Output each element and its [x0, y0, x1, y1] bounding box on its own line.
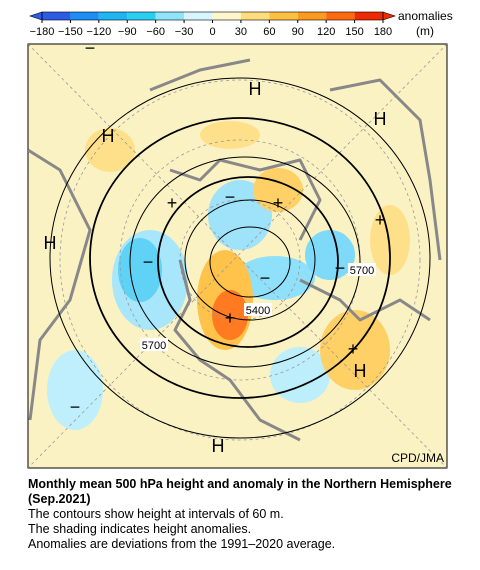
- map: 5700 5400 5700 H H H H H H + + + + + − −…: [27, 38, 448, 469]
- contour-label: 5700: [350, 265, 374, 277]
- anomaly-shading: [47, 121, 410, 430]
- minus-symbol: −: [225, 187, 236, 207]
- plus-symbol: +: [225, 308, 236, 328]
- colorbar-unit: (m): [416, 24, 434, 38]
- minus-symbol: −: [143, 252, 154, 272]
- colorbar-tick-label: 60: [263, 26, 275, 38]
- colorbar-tick-label: −180: [30, 26, 55, 38]
- colorbar-label: anomalies: [398, 9, 453, 23]
- contour-label: 5400: [246, 305, 270, 317]
- colorbar-tick-label: 0: [209, 26, 215, 38]
- colorbar-tick-label: −90: [118, 26, 137, 38]
- colorbar-arrow-low: [29, 11, 43, 21]
- credit: CPD/JMA: [391, 451, 444, 465]
- colorbar-bin: [354, 12, 383, 20]
- contour-labels: 5700 5400 5700: [140, 263, 376, 352]
- high-symbol: H: [249, 79, 262, 99]
- minus-symbol: −: [85, 38, 96, 58]
- colorbar-bin: [42, 12, 71, 20]
- colorbar-bin: [212, 12, 241, 20]
- colorbar-tick-label: 120: [317, 26, 335, 38]
- plus-symbol: +: [375, 210, 386, 230]
- high-symbol: H: [44, 233, 57, 253]
- colorbar-bin: [326, 12, 355, 20]
- colorbar-bin: [269, 12, 298, 20]
- plus-symbol: +: [273, 193, 284, 213]
- colorbar-tick-label: 30: [235, 26, 247, 38]
- figure: anomalies (m): [27, 9, 453, 469]
- colorbar-tick-label: 150: [345, 26, 363, 38]
- coastlines: [28, 58, 442, 442]
- contour-label: 5700: [142, 340, 166, 352]
- colorbar-arrow-high: [382, 11, 396, 21]
- colorbar-tick-label: 90: [292, 26, 304, 38]
- caption-line: The shading indicates height anomalies.: [28, 522, 252, 536]
- colorbar-tick-label: −120: [86, 26, 111, 38]
- high-symbol: H: [212, 436, 225, 456]
- plus-symbol: +: [167, 193, 178, 213]
- high-symbol: H: [374, 109, 387, 129]
- colorbar-bin: [127, 12, 156, 20]
- colorbar-bin: [297, 12, 327, 20]
- colorbar-tick-label: −60: [146, 26, 165, 38]
- caption: Monthly mean 500 hPa height and anomaly …: [28, 477, 468, 552]
- minus-symbol: −: [260, 268, 271, 288]
- height-contours: [49, 77, 431, 439]
- minus-symbol: −: [70, 397, 81, 417]
- colorbar-bin: [184, 12, 213, 20]
- colorbar-tick-label: −150: [58, 26, 83, 38]
- colorbar-bin: [240, 12, 270, 20]
- colorbar-bin: [98, 12, 128, 20]
- caption-line: The contours show height at intervals of…: [28, 507, 284, 521]
- colorbar-tick-label: −30: [175, 26, 194, 38]
- colorbar-bin: [70, 12, 99, 20]
- high-symbol: H: [354, 361, 367, 381]
- colorbar-tick-label: 180: [374, 26, 392, 38]
- caption-line: Anomalies are deviations from the 1991–2…: [28, 537, 336, 551]
- minus-symbol: −: [335, 258, 346, 278]
- plus-symbol: +: [348, 339, 359, 359]
- colorbar-bin: [155, 12, 185, 20]
- high-symbol: H: [102, 126, 115, 146]
- caption-title: Monthly mean 500 hPa height and anomaly …: [28, 477, 452, 506]
- symbols: H H H H H H + + + + + − − − − − −: [44, 38, 387, 456]
